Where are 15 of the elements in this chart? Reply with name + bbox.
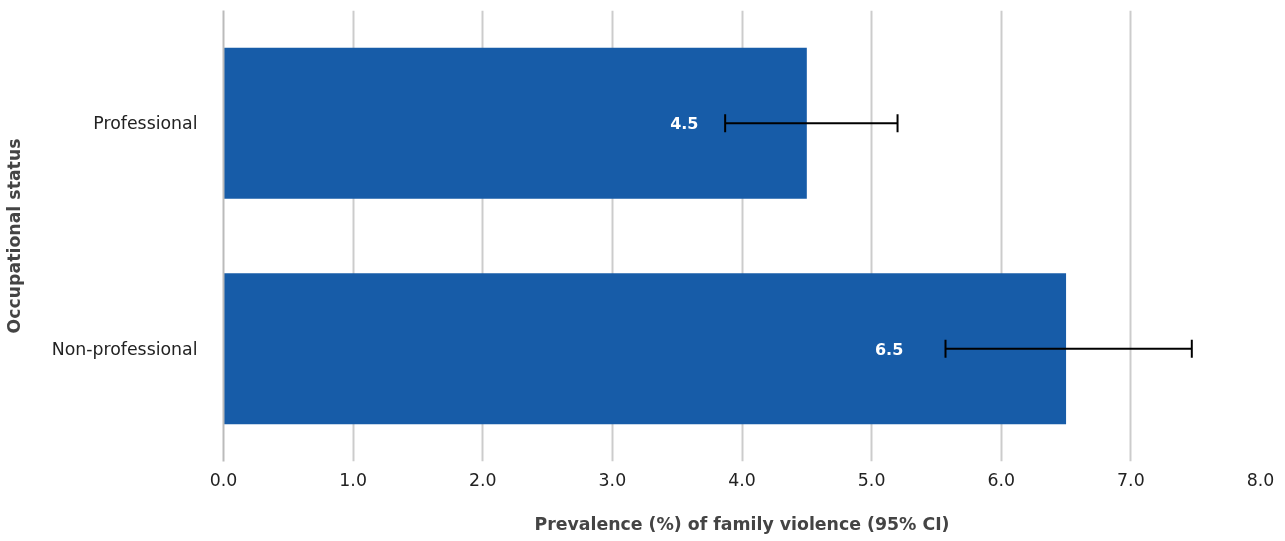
- x-tick-label: 2.0: [468, 469, 497, 490]
- x-tick-label: 6.0: [987, 469, 1016, 490]
- y-tick-label: Professional: [93, 113, 198, 134]
- x-tick-label: 7.0: [1117, 469, 1145, 490]
- x-tick-label: 8.0: [1246, 469, 1275, 490]
- x-axis-title: Prevalence (%) of family violence (95% CI): [534, 513, 950, 534]
- x-tick-label: 4.0: [728, 469, 756, 490]
- x-tick-label: 3.0: [598, 469, 627, 490]
- x-tick-label: 0.0: [209, 469, 238, 490]
- y-axis-title: Occupational status: [3, 138, 24, 334]
- x-tick-label: 5.0: [857, 469, 886, 490]
- y-tick-label: Non-professional: [51, 338, 198, 359]
- x-tick-label: 1.0: [339, 469, 367, 490]
- data-label: 6.5: [874, 339, 904, 359]
- data-label: 4.5: [670, 114, 699, 134]
